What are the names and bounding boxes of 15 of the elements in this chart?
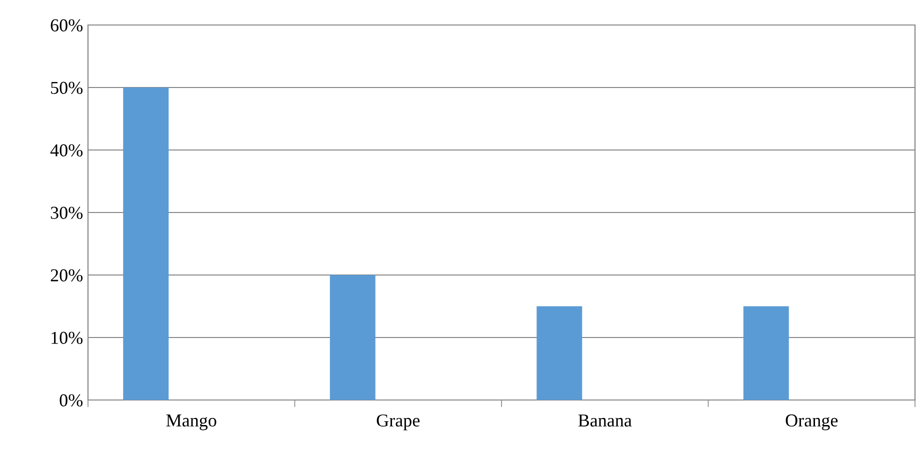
x-tick-label: Grape — [376, 414, 420, 430]
bar — [536, 306, 582, 400]
x-tick-label: Banana — [578, 414, 632, 427]
bar — [123, 88, 169, 400]
y-tick-label: 60% — [50, 19, 83, 32]
y-tick-label: 10% — [52, 332, 83, 344]
y-tick-label: 20% — [50, 269, 83, 282]
bar — [743, 306, 789, 400]
bar — [330, 275, 376, 400]
y-tick-label: 50% — [51, 82, 83, 94]
y-tick-label: 0% — [60, 394, 83, 406]
x-tick-label: Mango — [166, 414, 216, 430]
y-tick-label: 40% — [50, 144, 83, 156]
y-tick-label: 30% — [50, 206, 83, 219]
x-tick-label: Orange — [786, 414, 838, 430]
